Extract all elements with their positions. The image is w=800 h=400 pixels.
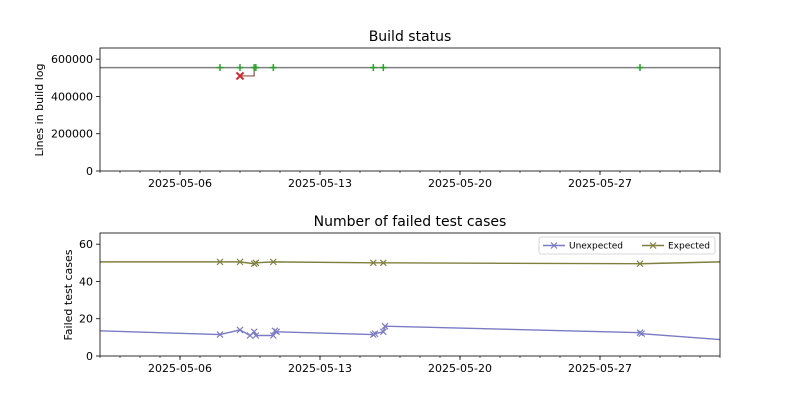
data-point-unexpected-stroke (216, 331, 224, 338)
data-point-expected-stroke (252, 259, 260, 267)
data-point-unexpected-stroke (252, 332, 260, 339)
x-tick-label: 2025-05-20 (428, 362, 492, 375)
y-tick-label: 40 (79, 275, 93, 288)
plot-content (100, 64, 720, 81)
y-tick-label: 200000 (51, 128, 93, 141)
data-point-unexpected-stroke (381, 322, 389, 330)
data-point-expected-stroke (369, 259, 377, 267)
axes-frame (99, 47, 721, 172)
plot-content (100, 258, 720, 341)
failed-tests-chart: Number of failed test cases Failed test … (62, 214, 721, 375)
legend-label: Expected (668, 242, 710, 252)
x-tick-label: 2025-05-20 (428, 177, 492, 190)
legend-marker-stroke (649, 242, 657, 249)
axes-frame (99, 232, 721, 357)
y-tick-label: 0 (86, 165, 93, 178)
data-point-unexpected-stroke (379, 328, 387, 336)
chart-title: Number of failed test cases (314, 214, 507, 230)
build-status-chart: Build status Lines in build log 2025-05-… (33, 29, 721, 190)
series-line-unexpected (100, 325, 720, 341)
legend-box (538, 236, 716, 255)
x-tick-label: 2025-05-06 (148, 177, 212, 190)
x-tick-label: 2025-05-13 (288, 362, 352, 375)
data-point-unexpected-stroke (371, 330, 379, 338)
plot-area: 2025-05-06 2025-05-13 2025-05-20 2025-05-27… (79, 232, 721, 375)
y-tick-label: 60 (79, 238, 93, 251)
y-axis-label: Failed test cases (62, 249, 75, 340)
y-tick-label: 20 (79, 313, 93, 326)
y-tick-label: 600000 (51, 53, 93, 66)
y-axis-label: Lines in build log (33, 64, 46, 157)
data-point-unexpected-stroke (236, 326, 244, 334)
x-tick-label: 2025-05-06 (148, 362, 212, 375)
data-point-expected-stroke (269, 258, 277, 266)
data-point-unexpected-stroke (638, 330, 646, 338)
legend-label: Unexpected (569, 242, 623, 252)
data-point-unexpected-stroke (273, 328, 281, 336)
data-point-expected-stroke (236, 258, 244, 266)
legend-marker-stroke (550, 242, 558, 249)
fail-marker-stroke (235, 71, 245, 81)
x-tick-label: 2025-05-27 (568, 177, 632, 190)
x-tick-label: 2025-05-13 (288, 177, 352, 190)
chart-title: Build status (369, 29, 452, 45)
data-point-expected-stroke (636, 260, 644, 268)
y-tick-label: 400000 (51, 90, 93, 103)
x-tick-label: 2025-05-27 (568, 362, 632, 375)
y-tick-label: 0 (86, 350, 93, 363)
data-point-unexpected-stroke (250, 328, 258, 336)
data-point-expected-stroke (379, 259, 387, 267)
data-point-expected-stroke (216, 258, 224, 266)
series-line-expected (100, 261, 720, 265)
plot-area: 2025-05-06 2025-05-13 2025-05-20 2025-05-27… (51, 47, 721, 190)
